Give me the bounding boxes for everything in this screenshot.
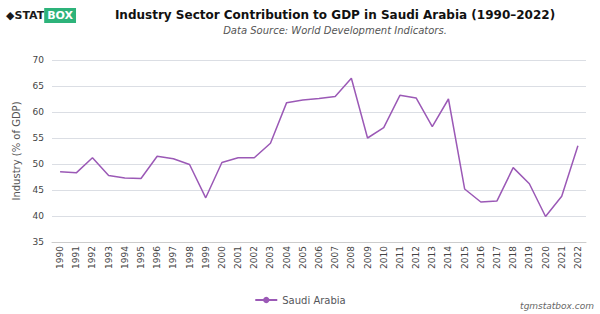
svg-text:65: 65 [33,81,44,91]
svg-text:Saudi Arabia: Saudi Arabia [282,295,345,306]
svg-text:2010: 2010 [379,246,389,269]
svg-text:2019: 2019 [524,246,534,269]
svg-text:Data Source: World Development: Data Source: World Development Indicator… [223,25,447,36]
svg-text:2012: 2012 [411,246,421,269]
svg-text:2000: 2000 [217,246,227,269]
svg-text:1996: 1996 [152,246,162,269]
svg-text:70: 70 [33,55,45,65]
svg-text:2006: 2006 [314,246,324,269]
svg-text:1992: 1992 [87,246,97,269]
svg-text:Industry Sector Contribution t: Industry Sector Contribution to GDP in S… [115,8,555,22]
svg-text:2004: 2004 [282,246,292,269]
svg-text:60: 60 [33,107,45,117]
svg-text:35: 35 [33,237,44,247]
svg-text:2013: 2013 [427,246,437,269]
svg-text:2015: 2015 [460,246,470,269]
svg-text:2003: 2003 [265,246,275,269]
svg-text:2011: 2011 [395,246,405,269]
svg-text:2008: 2008 [346,246,356,269]
svg-text:1998: 1998 [185,246,195,269]
svg-text:2002: 2002 [249,246,259,269]
svg-text:◆STAT: ◆STAT [6,9,45,22]
svg-text:40: 40 [33,211,45,221]
svg-text:55: 55 [33,133,44,143]
svg-text:2022: 2022 [573,246,583,269]
svg-text:1993: 1993 [104,246,114,269]
svg-text:2018: 2018 [508,246,518,269]
svg-text:2021: 2021 [557,246,567,269]
svg-text:BOX: BOX [47,9,73,22]
svg-text:1994: 1994 [120,246,130,269]
svg-text:2001: 2001 [233,246,243,269]
svg-text:2007: 2007 [330,246,340,269]
svg-text:1999: 1999 [201,246,211,269]
svg-text:2020: 2020 [541,246,551,269]
svg-text:2017: 2017 [492,246,502,269]
svg-text:1997: 1997 [168,246,178,269]
svg-text:50: 50 [33,159,45,169]
svg-text:tgmstatbox.com: tgmstatbox.com [520,301,594,311]
svg-text:Industry (% of GDP): Industry (% of GDP) [11,101,22,200]
svg-text:45: 45 [33,185,44,195]
svg-text:2005: 2005 [298,246,308,269]
svg-text:1991: 1991 [71,246,81,269]
svg-text:2016: 2016 [476,246,486,269]
svg-text:1995: 1995 [136,246,146,269]
svg-text:1990: 1990 [55,246,65,269]
svg-text:2009: 2009 [363,246,373,269]
svg-text:2014: 2014 [443,246,453,269]
